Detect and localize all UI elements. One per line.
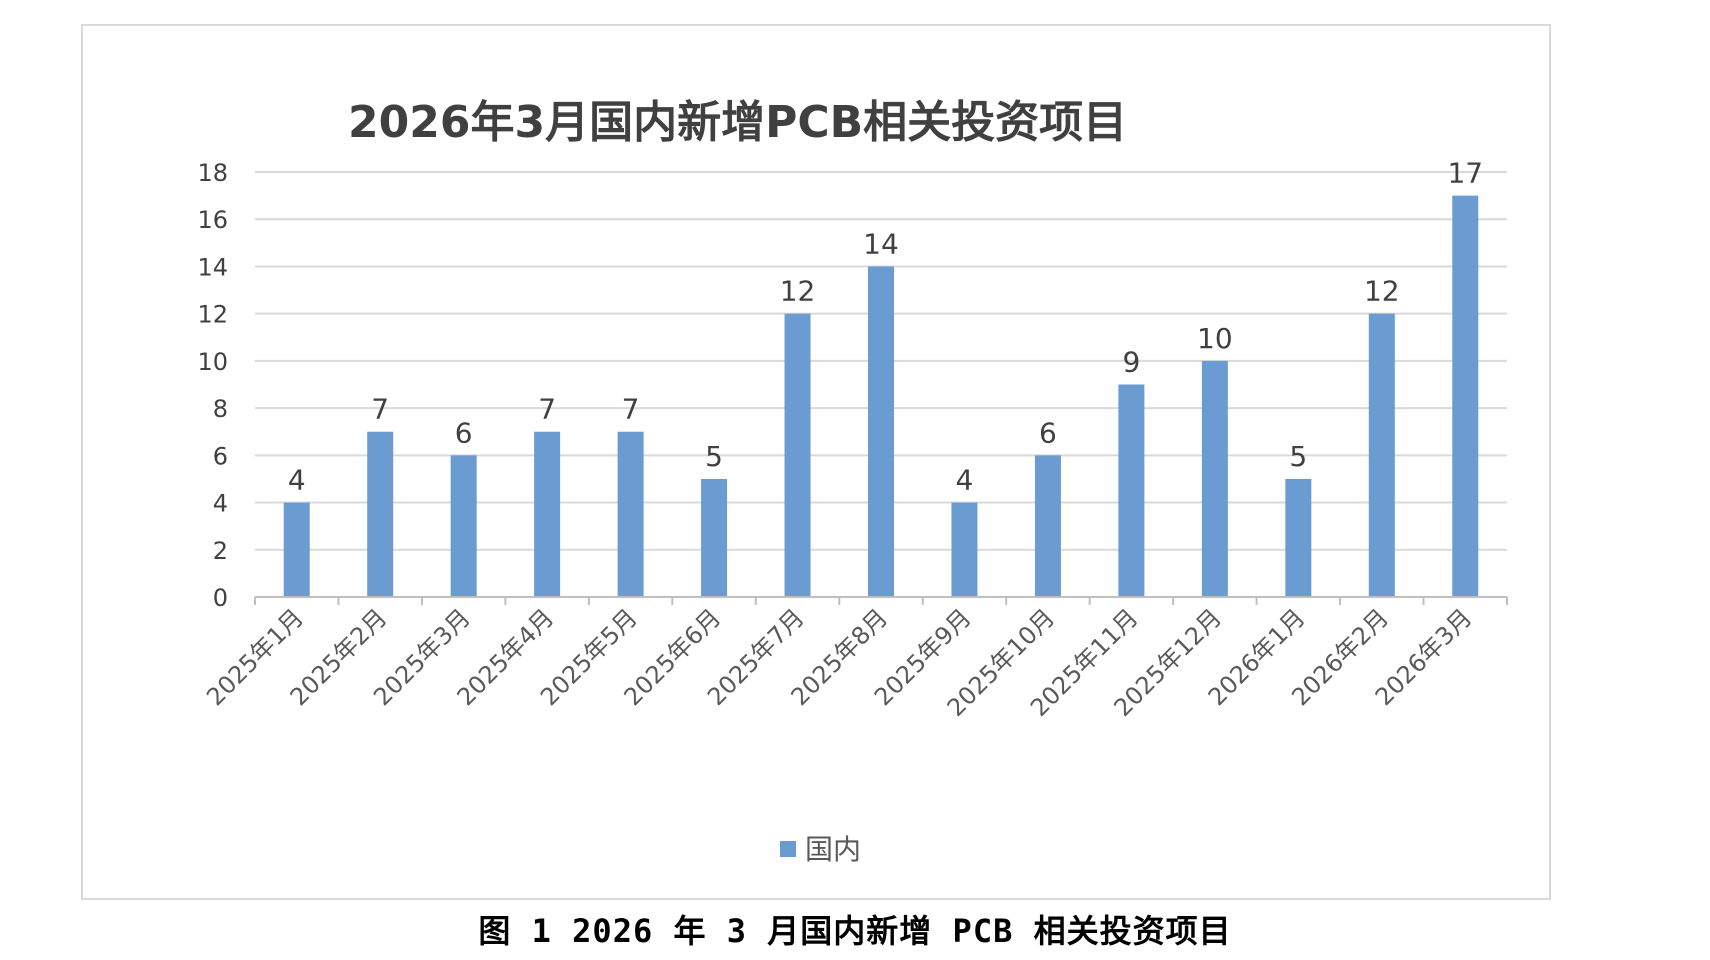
y-tick-label: 18 <box>197 159 228 187</box>
data-label: 12 <box>780 275 816 308</box>
bars <box>283 195 1479 597</box>
bar <box>1368 313 1395 597</box>
data-label: 9 <box>1122 346 1140 379</box>
bar <box>784 313 811 597</box>
bar <box>450 455 477 597</box>
data-label: 4 <box>288 464 306 497</box>
bar <box>283 502 310 597</box>
data-label: 7 <box>371 393 389 426</box>
data-label: 6 <box>455 416 473 449</box>
bar <box>951 502 978 597</box>
y-tick-label: 10 <box>197 348 228 376</box>
y-axis: 0 2 4 6 8 10 12 14 16 18 <box>197 159 228 612</box>
data-labels: 4 7 6 7 7 5 12 14 4 6 9 10 5 12 17 <box>288 157 1483 497</box>
bar <box>701 478 728 597</box>
chart-title: 2026年3月国内新增PCB相关投资项目 <box>348 97 1127 148</box>
data-label: 17 <box>1447 157 1483 190</box>
bar <box>1452 195 1479 597</box>
bar <box>617 431 644 597</box>
y-tick-label: 6 <box>213 442 228 470</box>
chart-frame: 2026年3月国内新增PCB相关投资项目 0 2 4 6 8 10 12 14 16 18 202… <box>81 24 1551 900</box>
data-label: 5 <box>1289 440 1307 473</box>
y-tick-label: 0 <box>213 584 228 612</box>
data-label: 14 <box>863 227 899 260</box>
data-label: 5 <box>705 440 723 473</box>
figure-caption: 图 1 2026 年 3 月国内新增 PCB 相关投资项目 <box>478 912 1232 950</box>
y-tick-label: 8 <box>213 395 228 423</box>
y-tick-label: 4 <box>213 490 228 518</box>
legend-label: 国内 <box>805 833 861 866</box>
bar <box>367 431 394 597</box>
y-tick-label: 16 <box>197 206 228 234</box>
y-tick-label: 12 <box>197 301 228 329</box>
y-tick-label: 14 <box>197 253 228 281</box>
data-label: 12 <box>1364 275 1400 308</box>
data-label: 7 <box>538 393 556 426</box>
bar <box>1034 455 1061 597</box>
x-axis: 2025年1月2025年2月2025年3月2025年4月2025年5月2025年… <box>201 596 1508 722</box>
data-label: 10 <box>1197 322 1233 355</box>
data-label: 6 <box>1039 416 1057 449</box>
y-tick-label: 2 <box>213 537 228 565</box>
legend: 国内 <box>780 833 861 866</box>
bar <box>534 431 561 597</box>
bar <box>1118 384 1145 597</box>
bar-chart: 2026年3月国内新增PCB相关投资项目 0 2 4 6 8 10 12 14 16 18 202… <box>197 97 1508 866</box>
data-label: 7 <box>622 393 640 426</box>
bar <box>1285 478 1312 597</box>
data-label: 4 <box>956 464 974 497</box>
bar <box>868 266 894 597</box>
bar <box>1201 360 1228 597</box>
legend-swatch <box>780 841 796 857</box>
